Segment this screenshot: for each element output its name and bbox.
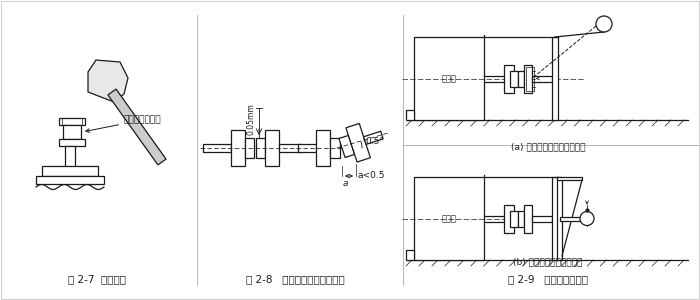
Bar [330, 138, 340, 158]
Bar [245, 138, 254, 158]
Text: a<0.5: a<0.5 [358, 172, 386, 181]
Bar [524, 64, 532, 92]
Bar [62, 118, 82, 125]
Bar [526, 67, 534, 91]
Text: 原动机: 原动机 [442, 214, 456, 223]
Bar [560, 217, 582, 220]
Polygon shape [346, 124, 370, 162]
Text: 此处应垫一铜棒: 此处应垫一铜棒 [86, 116, 162, 132]
Bar [298, 144, 316, 152]
Bar [504, 205, 514, 232]
Bar [316, 130, 330, 166]
Bar [510, 211, 518, 226]
Bar [518, 211, 524, 226]
Circle shape [596, 16, 612, 32]
Bar [36, 176, 104, 184]
Bar [59, 139, 85, 146]
Bar [552, 37, 558, 120]
Polygon shape [339, 135, 355, 158]
Bar [279, 144, 301, 152]
Bar [203, 144, 231, 152]
Bar [532, 76, 552, 82]
Bar [414, 177, 484, 260]
Polygon shape [88, 60, 128, 102]
Bar [552, 177, 558, 260]
Bar [63, 125, 81, 139]
Bar [265, 130, 279, 166]
Bar [532, 215, 552, 221]
Bar [42, 166, 98, 176]
Bar [557, 177, 582, 180]
Polygon shape [108, 89, 166, 165]
Bar [256, 138, 265, 158]
Text: (a) 用百分表检查联轴器端面: (a) 用百分表检查联轴器端面 [511, 142, 585, 151]
Bar [406, 250, 414, 260]
Text: 图 2-8   联轴器之间的安装精度: 图 2-8 联轴器之间的安装精度 [246, 274, 344, 284]
Bar [524, 205, 532, 232]
Bar [510, 70, 518, 86]
Bar [504, 64, 514, 92]
Text: 0.5°: 0.5° [365, 137, 384, 146]
Polygon shape [363, 131, 383, 144]
Bar [414, 37, 484, 120]
Bar [59, 118, 85, 125]
Text: 图 2-7  注意事项: 图 2-7 注意事项 [68, 274, 126, 284]
Text: (b) 用百分表检查支座端面: (b) 用百分表检查支座端面 [513, 257, 582, 266]
Bar [557, 177, 562, 260]
Text: 0.05mm: 0.05mm [246, 103, 255, 135]
Circle shape [580, 212, 594, 226]
Bar [406, 110, 414, 120]
Bar [518, 70, 524, 86]
Text: 原动机: 原动机 [442, 74, 456, 83]
Bar [231, 130, 245, 166]
Bar [65, 146, 75, 168]
Text: 图 2-9   安装精度的检查: 图 2-9 安装精度的检查 [508, 274, 588, 284]
Text: a: a [342, 179, 348, 188]
